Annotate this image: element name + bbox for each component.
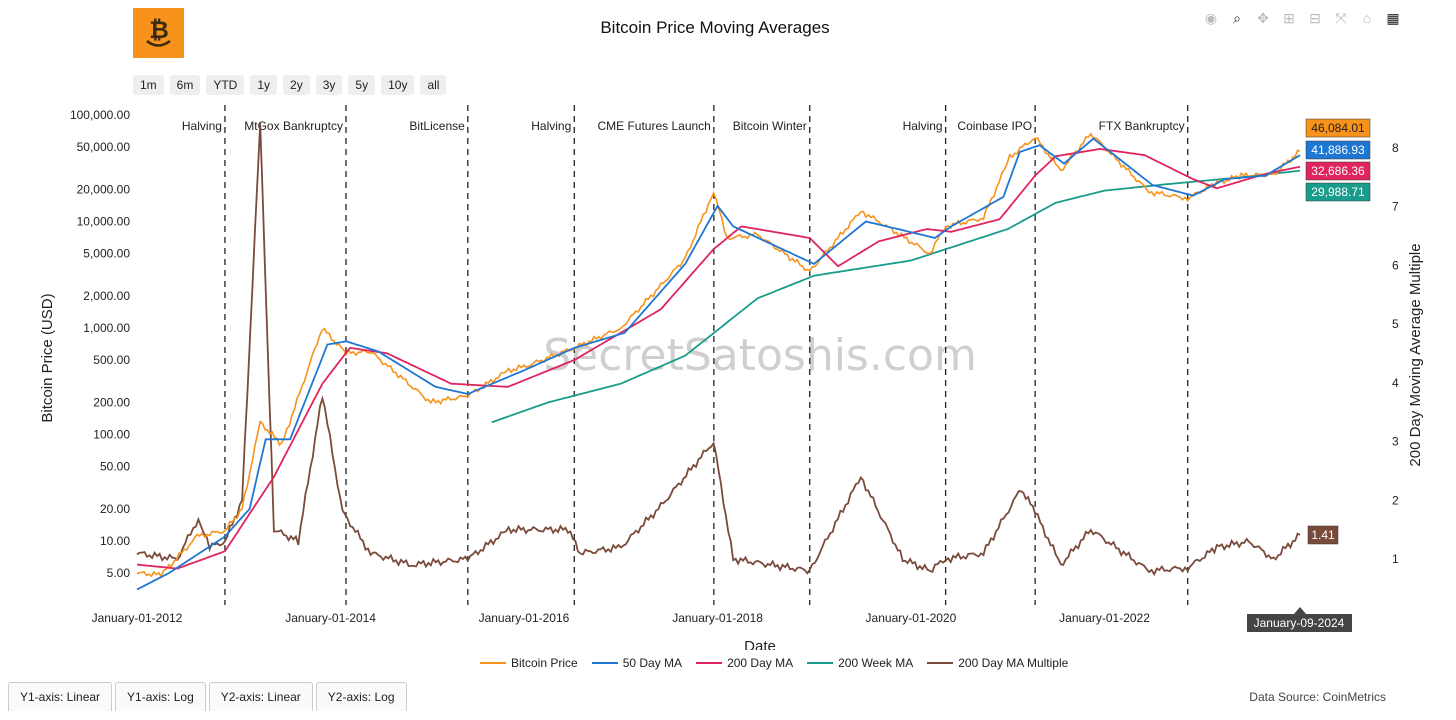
event-label: CME Futures Launch — [597, 119, 710, 133]
tab-y2-linear[interactable]: Y2-axis: Linear — [208, 682, 313, 711]
y-tick-label: 100,000.00 — [70, 108, 130, 122]
series-line-price[interactable] — [136, 132, 1301, 579]
y-tick-label: 20,000.00 — [77, 182, 131, 196]
legend-label: 200 Week MA — [838, 656, 914, 670]
event-label: MtGox Bankruptcy — [244, 119, 343, 133]
event-label: Halving — [903, 119, 943, 133]
range-button-3y[interactable]: 3y — [315, 75, 343, 95]
y-tick-label: 500.00 — [93, 353, 130, 367]
chart-title: Bitcoin Price Moving Averages — [600, 18, 830, 37]
range-button-2y[interactable]: 2y — [283, 75, 310, 95]
legend-item-ma50[interactable]: 50 Day MA — [591, 656, 683, 670]
price-chart[interactable]: SecretSatoshis.com 5.00 10.00 20.00 50.00 100… — [0, 0, 1456, 650]
legend: Bitcoin Price 50 Day MA 200 Day MA 200 W… — [480, 656, 1068, 670]
range-button-ytd[interactable]: YTD — [206, 75, 245, 95]
axis-tabs: Y1-axis: Linear Y1-axis: Log Y2-axis: Li… — [8, 682, 407, 711]
modebar: ◉ ⌕ ✥ ⊞ ⊟ ⤧ ⌂ ▦ — [1200, 8, 1404, 28]
end-value-badge — [1307, 525, 1339, 545]
event-label: Halving — [182, 119, 222, 133]
y2-tick-label: 7 — [1392, 200, 1399, 214]
end-value-badge — [1305, 140, 1371, 160]
plotly-logo-icon[interactable]: ▦ — [1386, 9, 1400, 26]
legend-label: 50 Day MA — [622, 656, 683, 670]
event-label: FTX Bankruptcy — [1099, 119, 1185, 133]
y2-tick-label: 6 — [1392, 258, 1399, 272]
x-tick-label: January-01-2012 — [92, 611, 183, 625]
event-label: Coinbase IPO — [957, 119, 1032, 133]
autoscale-icon[interactable]: ⤧ — [1335, 9, 1347, 26]
y2-tick-label: 8 — [1392, 141, 1399, 155]
end-value-badge — [1305, 161, 1371, 181]
y-tick-label: 2,000.00 — [83, 289, 130, 303]
pan-icon[interactable]: ✥ — [1257, 9, 1269, 26]
y-tick-label: 50.00 — [100, 460, 130, 474]
x-tick-label: January-01-2016 — [479, 611, 570, 625]
range-button-10y[interactable]: 10y — [381, 75, 415, 95]
end-value-label: 46,084.01 — [1311, 121, 1365, 135]
home-icon[interactable]: ⌂ — [1362, 10, 1372, 26]
end-value-label: 32,686.36 — [1311, 164, 1365, 178]
hover-date-pointer — [1294, 607, 1306, 614]
y-axis-title: Bitcoin Price (USD) — [39, 293, 56, 422]
y2-tick-label: 2 — [1392, 493, 1399, 507]
y-tick-label: 20.00 — [100, 502, 130, 516]
camera-icon[interactable]: ◉ — [1204, 9, 1218, 26]
y-tick-label: 10,000.00 — [77, 214, 131, 228]
data-source: Data Source: CoinMetrics — [1249, 690, 1386, 704]
watermark: SecretSatoshis.com — [543, 330, 977, 381]
legend-item-price[interactable]: Bitcoin Price — [480, 656, 578, 670]
legend-item-wk200[interactable]: 200 Week MA — [807, 656, 913, 670]
end-value-badge — [1305, 182, 1371, 202]
legend-item-ma200[interactable]: 200 Day MA — [696, 656, 793, 670]
range-selector: 1m 6m YTD 1y 2y 3y 5y 10y all — [133, 75, 447, 95]
event-label: BitLicense — [409, 119, 465, 133]
legend-label: 200 Day MA Multiple — [958, 656, 1069, 670]
event-label: Bitcoin Winter — [733, 119, 807, 133]
range-button-1m[interactable]: 1m — [133, 75, 164, 95]
y-tick-label: 100.00 — [93, 427, 130, 441]
y-tick-label: 5.00 — [107, 566, 131, 580]
x-tick-label: January-01-2014 — [285, 611, 376, 625]
x-tick-label: January-01-2020 — [866, 611, 957, 625]
series-line-ma50[interactable] — [136, 137, 1301, 591]
end-value-label: 29,988.71 — [1311, 185, 1365, 199]
y-tick-label: 5,000.00 — [83, 247, 130, 261]
tab-y1-linear[interactable]: Y1-axis: Linear — [8, 682, 113, 711]
end-value-label: 1.41 — [1311, 528, 1335, 542]
zoom-icon[interactable]: ⌕ — [1233, 9, 1241, 26]
hover-date-box — [1247, 614, 1352, 632]
y2-tick-label: 1 — [1392, 552, 1399, 566]
svg-text:₿: ₿ — [149, 16, 169, 44]
hover-date-label: January-09-2024 — [1254, 616, 1345, 630]
y2-tick-label: 4 — [1392, 376, 1399, 390]
event-label: Halving — [531, 119, 571, 133]
y2-axis-title: 200 Day Moving Average Multiple — [1407, 243, 1424, 466]
end-value-badge — [1305, 118, 1371, 138]
end-value-label: 41,886.93 — [1311, 143, 1365, 157]
y-tick-label: 10.00 — [100, 534, 130, 548]
series-line-wk200[interactable] — [491, 169, 1301, 424]
zoom-out-icon[interactable]: ⊟ — [1309, 9, 1321, 26]
x-axis-title: Date — [744, 638, 776, 650]
y2-tick-label: 5 — [1392, 317, 1399, 331]
y-tick-label: 50,000.00 — [77, 140, 131, 154]
y2-tick-label: 3 — [1392, 435, 1399, 449]
range-button-6m[interactable]: 6m — [169, 75, 201, 95]
legend-label: Bitcoin Price — [511, 656, 578, 670]
x-tick-label: January-01-2018 — [672, 611, 763, 625]
legend-label: 200 Day MA — [727, 656, 794, 670]
y-tick-label: 1,000.00 — [83, 321, 130, 335]
x-tick-label: January-01-2022 — [1059, 611, 1150, 625]
zoom-in-icon[interactable]: ⊞ — [1283, 9, 1295, 26]
range-button-5y[interactable]: 5y — [348, 75, 376, 95]
y-tick-label: 200.00 — [93, 395, 130, 409]
tab-y1-log[interactable]: Y1-axis: Log — [115, 682, 206, 711]
series-line-mult[interactable] — [136, 123, 1301, 577]
range-button-all[interactable]: all — [420, 75, 447, 95]
range-button-1y[interactable]: 1y — [250, 75, 278, 95]
bitcoin-logo: ₿ — [133, 8, 184, 58]
bitcoin-smile-icon: ₿ — [146, 16, 171, 47]
legend-item-multiple[interactable]: 200 Day MA Multiple — [927, 656, 1068, 670]
tab-y2-log[interactable]: Y2-axis: Log — [315, 682, 407, 711]
